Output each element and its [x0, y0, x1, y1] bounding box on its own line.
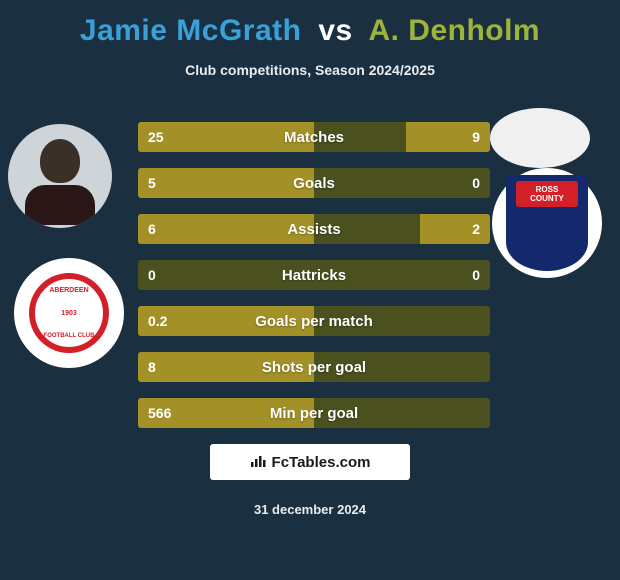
stat-label: Min per goal [138, 398, 490, 428]
comparison-title: Jamie McGrath vs A. Denholm [0, 0, 620, 48]
stat-label: Shots per goal [138, 352, 490, 382]
stat-row: 0.2Goals per match [138, 306, 490, 336]
aberdeen-crest-icon: ABERDEEN 1903 FOOTBALL CLUB [29, 273, 109, 353]
title-player-left: Jamie McGrath [80, 14, 302, 47]
player-right-avatar [490, 108, 590, 168]
club-crest-left: ABERDEEN 1903 FOOTBALL CLUB [14, 258, 124, 368]
stat-bars: 259Matches 50Goals 62Assists 00Hattricks 0.2… [138, 122, 490, 444]
stat-row: 566Min per goal [138, 398, 490, 428]
stat-label: Matches [138, 122, 490, 152]
stat-row: 50Goals [138, 168, 490, 198]
stat-label: Goals per match [138, 306, 490, 336]
ross-county-crest-icon: ROSSCOUNTY [506, 175, 588, 271]
club-crest-right: ROSSCOUNTY [492, 168, 602, 278]
player-left-avatar [8, 124, 112, 228]
subtitle: Club competitions, Season 2024/2025 [0, 62, 620, 78]
stat-label: Assists [138, 214, 490, 244]
stat-label: Hattricks [138, 260, 490, 290]
stat-label: Goals [138, 168, 490, 198]
date-label: 31 december 2024 [0, 502, 620, 517]
branding-text: FcTables.com [272, 454, 371, 471]
stat-row: 8Shots per goal [138, 352, 490, 382]
branding-badge: FcTables.com [210, 444, 410, 480]
chart-icon [250, 454, 266, 470]
stat-row: 259Matches [138, 122, 490, 152]
title-vs: vs [318, 14, 352, 47]
title-player-right: A. Denholm [368, 14, 540, 47]
avatar-silhouette [25, 139, 95, 228]
stat-row: 00Hattricks [138, 260, 490, 290]
stat-row: 62Assists [138, 214, 490, 244]
